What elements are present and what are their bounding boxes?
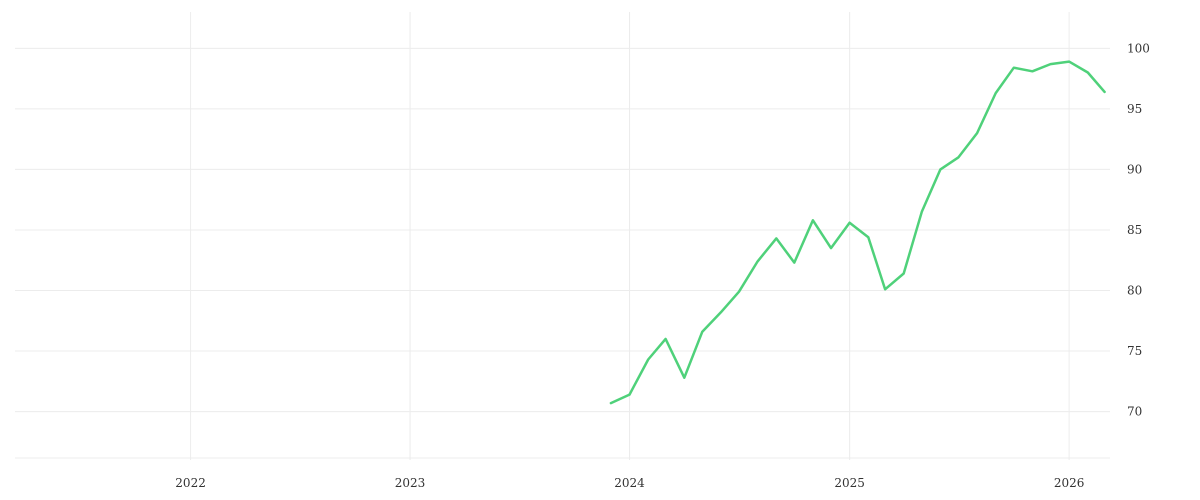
x-tick-label: 2026 [1054, 476, 1085, 490]
x-tick-label: 2024 [614, 476, 645, 490]
y-tick-label: 95 [1127, 102, 1142, 116]
grid-layer [15, 12, 1110, 460]
x-tick-label: 2023 [395, 476, 426, 490]
x-tick-label: 2025 [834, 476, 865, 490]
y-tick-label: 100 [1127, 41, 1150, 55]
y-tick-label: 85 [1127, 223, 1142, 237]
y-tick-label: 70 [1127, 405, 1142, 419]
series-layer [609, 60, 1106, 405]
axis-labels: 70 75 80 85 90 95 100 2022 2023 2024 2025 2026 [175, 41, 1150, 490]
y-tick-label: 80 [1127, 283, 1142, 297]
y-tick-label: 75 [1127, 344, 1142, 358]
series-line [609, 60, 1106, 405]
y-tick-label: 90 [1127, 162, 1142, 176]
x-tick-label: 2022 [175, 476, 206, 490]
